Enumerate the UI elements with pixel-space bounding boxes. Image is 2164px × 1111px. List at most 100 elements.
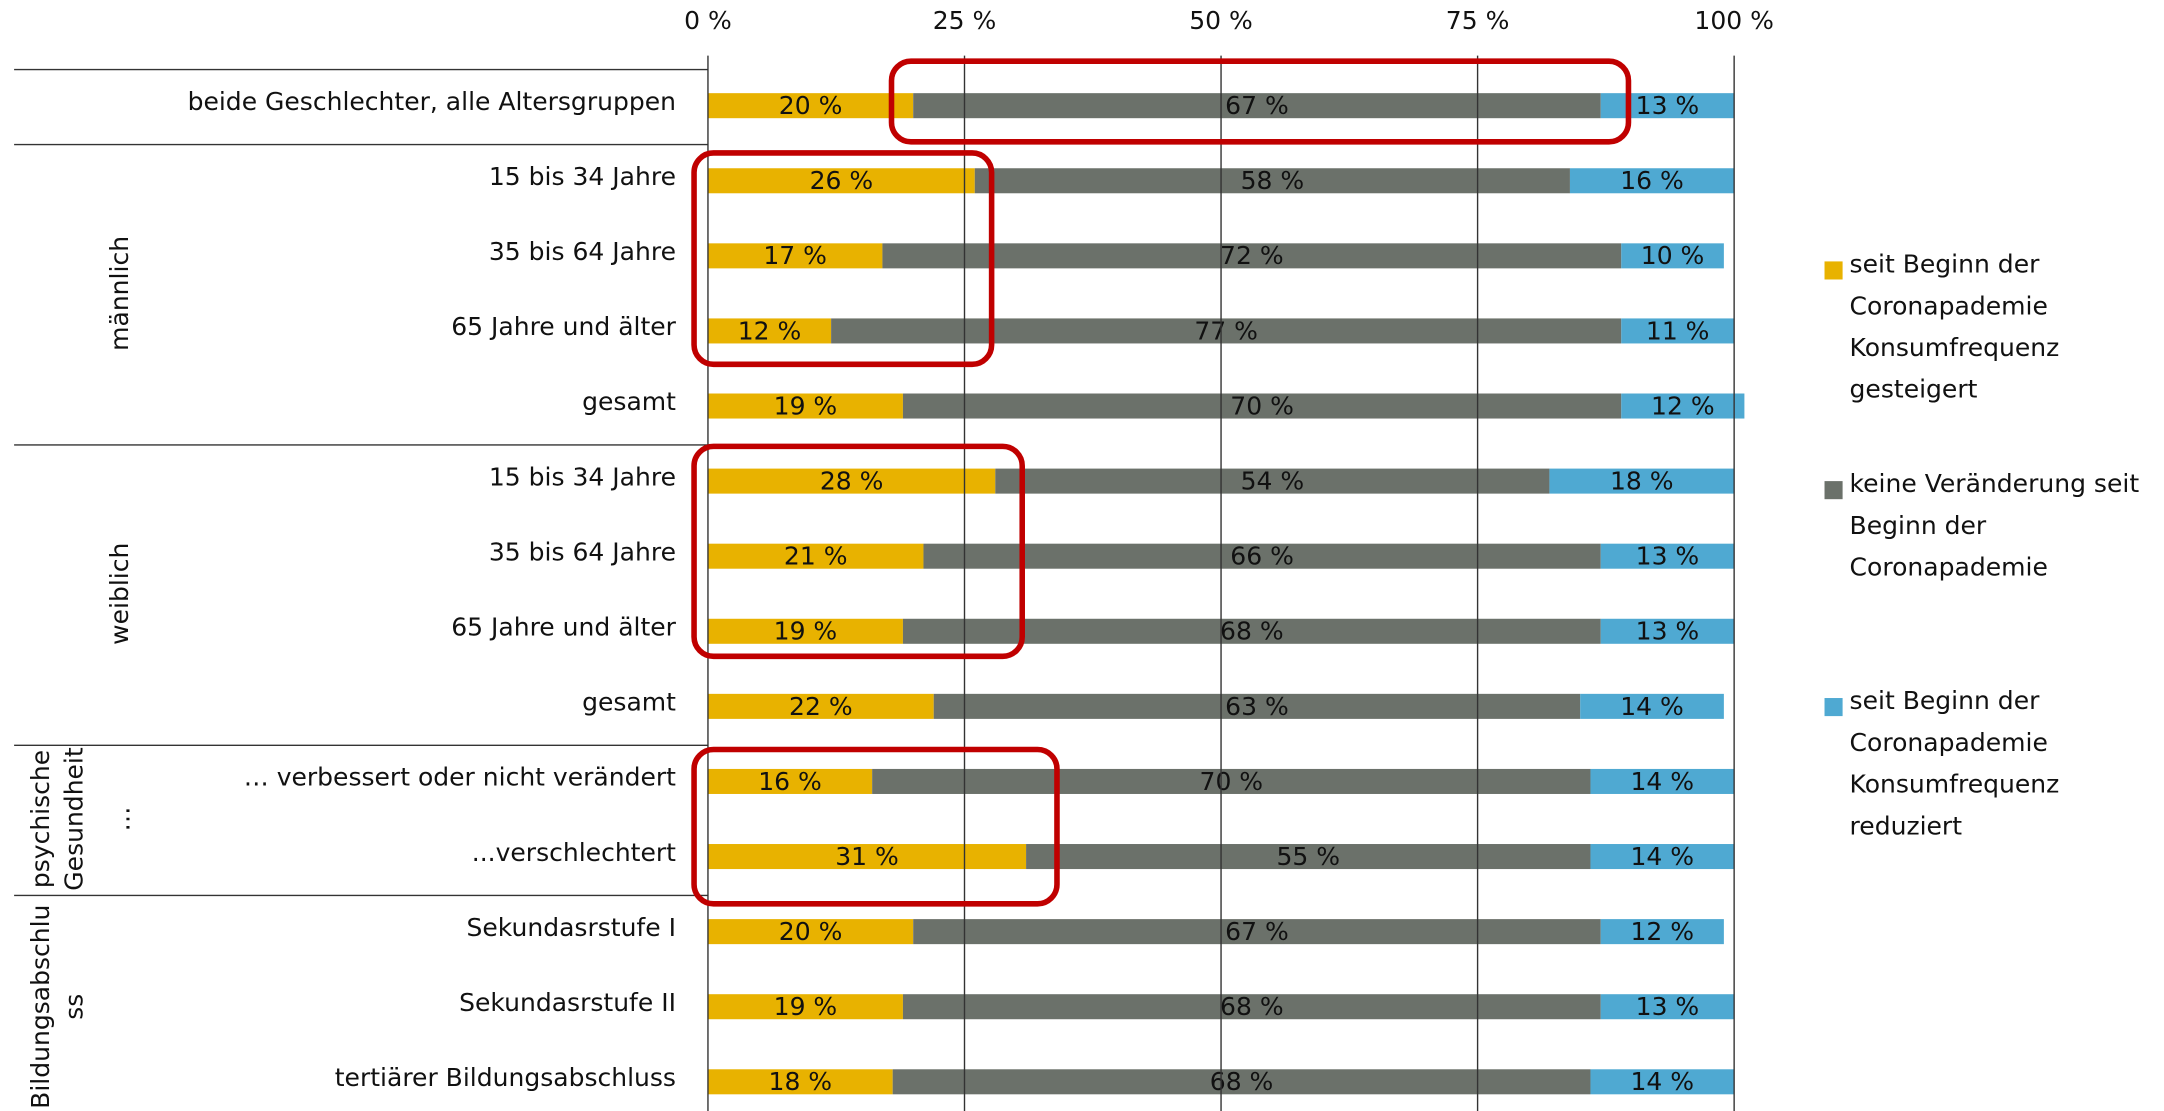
highlight-box bbox=[691, 746, 1060, 907]
value-label: 14 % bbox=[1620, 692, 1684, 721]
bar-segment bbox=[1590, 844, 1735, 870]
value-label: 13 % bbox=[1636, 91, 1700, 120]
bars: 20 % 67 % 13 % 26 % 58 % 16 % 17 % 72 % 10 % 12 %… bbox=[707, 91, 1745, 1096]
legend-swatch bbox=[1824, 481, 1843, 500]
value-label: 16 % bbox=[758, 767, 822, 796]
value-label: 14 % bbox=[1631, 1067, 1695, 1096]
bar-segment bbox=[913, 919, 1601, 945]
value-label: 67 % bbox=[1225, 91, 1289, 120]
bar-segment bbox=[923, 543, 1601, 569]
category-label: 35 bis 64 Jahre bbox=[489, 237, 676, 266]
x-tick-label: 0 % bbox=[684, 6, 732, 35]
bar-segment bbox=[1590, 1069, 1735, 1095]
category-label: beide Geschlechter, alle Altersgruppen bbox=[188, 87, 676, 116]
group-label: psychische bbox=[26, 750, 55, 888]
bar-segment bbox=[707, 844, 1027, 870]
frame bbox=[14, 68, 708, 897]
category-label: 65 Jahre und älter bbox=[451, 312, 676, 341]
value-label: 70 % bbox=[1230, 391, 1294, 420]
value-label: 22 % bbox=[789, 692, 853, 721]
bar-segment bbox=[707, 994, 903, 1020]
value-label: 19 % bbox=[774, 992, 838, 1021]
bar-segment bbox=[1026, 844, 1591, 870]
x-tick-label: 100 % bbox=[1694, 6, 1773, 35]
bar-segment bbox=[913, 93, 1601, 119]
category-label: gesamt bbox=[582, 387, 676, 416]
category-label: 15 bis 34 Jahre bbox=[489, 162, 676, 191]
bar-segment bbox=[1621, 243, 1724, 269]
bar-segment bbox=[902, 994, 1601, 1020]
legend-item: keine Veränderung seit Beginn der Corona… bbox=[1849, 469, 2140, 583]
x-tick-label: 50 % bbox=[1189, 6, 1253, 35]
value-label: 68 % bbox=[1210, 1067, 1274, 1096]
legend-item: seit Beginn der Coronapademie Konsumfreq… bbox=[1849, 250, 2060, 405]
value-label: 66 % bbox=[1230, 542, 1294, 571]
bar-segment bbox=[1590, 768, 1735, 794]
bar-segment bbox=[933, 693, 1581, 719]
bar-segment bbox=[1569, 168, 1735, 194]
value-label: 54 % bbox=[1241, 466, 1305, 495]
bar-segment bbox=[707, 693, 934, 719]
legend-label: keine Veränderung seit Beginn der Corona… bbox=[1849, 469, 2140, 583]
highlight-box bbox=[888, 58, 1632, 145]
group-label: Gesundheit bbox=[59, 747, 88, 891]
category-label: 15 bis 34 Jahre bbox=[489, 462, 676, 491]
bar-segment bbox=[1600, 618, 1735, 644]
bar-segment bbox=[974, 168, 1570, 194]
value-label: 11 % bbox=[1646, 316, 1710, 345]
bar-segment bbox=[1600, 919, 1724, 945]
value-label: 58 % bbox=[1241, 166, 1305, 195]
value-label: 77 % bbox=[1194, 316, 1258, 345]
value-label: 21 % bbox=[784, 542, 848, 571]
bar-segment bbox=[1600, 994, 1735, 1020]
bar-segment bbox=[1621, 393, 1745, 419]
legend-label: seit Beginn der Coronapademie Konsumfreq… bbox=[1849, 686, 2060, 842]
bar-segment bbox=[707, 393, 903, 419]
value-label: 14 % bbox=[1631, 842, 1695, 871]
bar-segment bbox=[1580, 693, 1724, 719]
bar-segment bbox=[872, 768, 1591, 794]
category-label: 65 Jahre und älter bbox=[451, 613, 676, 642]
bar-segment bbox=[995, 468, 1550, 494]
bar-segment bbox=[1549, 468, 1735, 494]
value-label: 26 % bbox=[810, 166, 874, 195]
bar-segment bbox=[892, 1069, 1591, 1095]
group-label: ss bbox=[59, 994, 88, 1020]
bar-segment bbox=[902, 393, 1622, 419]
value-label: 12 % bbox=[738, 316, 802, 345]
bar-segment bbox=[831, 318, 1622, 344]
bar-segment bbox=[1600, 543, 1735, 569]
value-label: 20 % bbox=[779, 917, 843, 946]
bar-segment bbox=[707, 618, 903, 644]
category-label: tertiärer Bildungsabschluss bbox=[335, 1063, 676, 1092]
bar-segment bbox=[707, 243, 883, 269]
highlight-box bbox=[691, 150, 995, 368]
value-label: 63 % bbox=[1225, 692, 1289, 721]
value-label: 10 % bbox=[1641, 241, 1705, 270]
value-label: 13 % bbox=[1636, 992, 1700, 1021]
category-label: Sekundasrstufe II bbox=[459, 988, 676, 1017]
category-label: … verbessert oder nicht verändert bbox=[244, 763, 676, 792]
x-tick-label: 25 % bbox=[933, 6, 997, 35]
bar-segment bbox=[707, 168, 975, 194]
value-label: 12 % bbox=[1651, 391, 1715, 420]
bar-segment bbox=[707, 543, 924, 569]
value-label: 67 % bbox=[1225, 917, 1289, 946]
legend-swatch bbox=[1824, 698, 1843, 717]
highlights bbox=[691, 58, 1632, 907]
bar-segment bbox=[707, 468, 996, 494]
group-label: … bbox=[107, 806, 136, 831]
value-label: 72 % bbox=[1220, 241, 1284, 270]
value-label: 31 % bbox=[835, 842, 899, 871]
value-label: 16 % bbox=[1620, 166, 1684, 195]
legend-label: seit Beginn der Coronapademie Konsumfreq… bbox=[1849, 250, 2060, 405]
category-label: Sekundasrstufe I bbox=[467, 913, 676, 942]
value-label: 18 % bbox=[769, 1067, 833, 1096]
legend-item: seit Beginn der Coronapademie Konsumfreq… bbox=[1849, 686, 2060, 842]
value-label: 20 % bbox=[779, 91, 843, 120]
value-label: 19 % bbox=[774, 391, 838, 420]
value-label: 28 % bbox=[820, 466, 884, 495]
bar-segment bbox=[1600, 93, 1735, 119]
bar-segment bbox=[1621, 318, 1735, 344]
legend-swatch bbox=[1824, 261, 1843, 280]
